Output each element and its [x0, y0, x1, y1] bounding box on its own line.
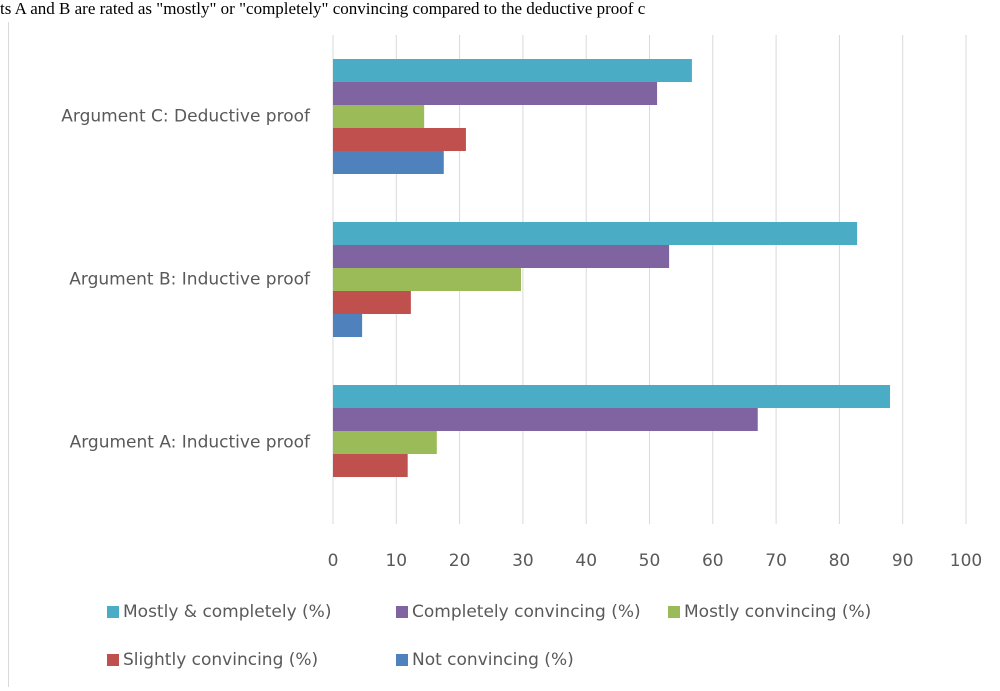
x-tick-label: 70	[765, 551, 787, 571]
legend-swatch	[107, 606, 119, 618]
caption: ts A and B are rated as "mostly" or "com…	[0, 0, 646, 18]
legend-swatch	[396, 606, 408, 618]
x-tick-label: 100	[950, 551, 982, 571]
bar	[333, 105, 425, 128]
bar	[333, 291, 411, 314]
x-tick-label: 90	[892, 551, 914, 571]
bar	[333, 408, 758, 431]
x-tick-label: 10	[385, 551, 407, 571]
y-tick-label: Argument C: Deductive proof	[61, 107, 311, 127]
bar	[333, 385, 891, 408]
x-tick-label: 60	[702, 551, 724, 571]
bar	[333, 245, 670, 268]
x-tick-label: 50	[639, 551, 661, 571]
y-tick-label: Argument A: Inductive proof	[70, 433, 311, 453]
legend-label: Slightly convincing (%)	[123, 650, 318, 670]
bar	[333, 314, 363, 337]
x-tick-label: 40	[575, 551, 597, 571]
legend-swatch	[668, 606, 680, 618]
legend-label: Not convincing (%)	[412, 650, 574, 670]
legend-label: Mostly & completely (%)	[123, 602, 331, 622]
bar	[333, 59, 692, 82]
bar	[333, 454, 408, 477]
bar	[333, 82, 658, 105]
legend-label: Completely convincing (%)	[412, 602, 641, 622]
bar	[333, 151, 444, 174]
legend-swatch	[396, 654, 408, 666]
bar	[333, 222, 858, 245]
x-tick-label: 80	[829, 551, 851, 571]
bar	[333, 268, 522, 291]
bar	[333, 128, 466, 151]
x-tick-label: 30	[512, 551, 534, 571]
bar	[333, 431, 437, 454]
y-tick-label: Argument B: Inductive proof	[69, 270, 311, 290]
legend-swatch	[107, 654, 119, 666]
x-tick-label: 20	[449, 551, 471, 571]
x-tick-label: 0	[328, 551, 339, 571]
legend-label: Mostly convincing (%)	[684, 602, 871, 622]
